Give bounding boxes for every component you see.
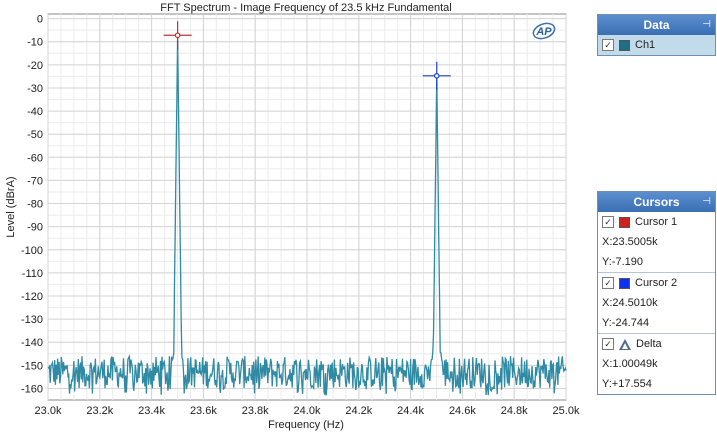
data-panel: Data ⊣ ✓ Ch1 [597,14,716,56]
pin-icon[interactable]: ⊣ [702,19,711,30]
cursor1-row[interactable]: ✓ Cursor 1 [598,212,715,232]
delta-row[interactable]: ✓ Delta [598,334,715,354]
x-tick-label: 23.8k [242,405,269,417]
x-tick-label: 24.8k [501,405,528,417]
chart-title: FFT Spectrum - Image Frequency of 23.5 k… [160,2,451,14]
x-tick-label: 23.0k [35,405,62,417]
x-axis-label: Frequency (Hz) [268,419,344,431]
cursor1-group: ✓ Cursor 1 X:23.5005k Y:-7.190 [598,212,715,273]
y-axis-label: Level (dBrA) [5,176,17,237]
y-tick-label: -120 [21,291,43,303]
y-tick-label: -110 [22,268,43,280]
cursors-panel: Cursors ⊣ ✓ Cursor 1 X:23.5005k Y:-7.190… [597,191,716,395]
delta-group: ✓ Delta X:1.00049k Y:+17.554 [598,334,715,394]
y-tick-label: -40 [27,106,43,118]
y-tick-label: -60 [27,152,43,164]
cursor2-x-value: X:24.5010k [602,297,658,309]
cursor1-y-value: Y:-7.190 [602,256,643,268]
y-tick-label: -30 [27,83,43,95]
delta-icon [619,338,631,350]
cursor-markers[interactable] [163,21,451,90]
x-axis-ticks: 23.0k 23.2k 23.4k 23.6k 23.8k 24.0k 24.2k 24.4k… [35,405,580,417]
x-tick-label: 24.6k [449,405,476,417]
y-tick-label: 0 [37,14,43,26]
delta-y-value: Y:+17.554 [602,378,652,390]
y-tick-label: -100 [21,245,43,257]
y-tick-label: -80 [27,199,43,211]
cursor-marker-1[interactable] [163,21,192,50]
delta-label: Delta [636,338,662,350]
y-tick-label: -90 [27,222,43,234]
x-tick-label: 23.2k [86,405,113,417]
cursor1-color-swatch [619,216,630,228]
cursor-marker-2[interactable] [422,61,451,90]
fft-chart[interactable]: FFT Spectrum - Image Frequency of 23.5 k… [0,0,590,433]
y-tick-label: -140 [21,337,43,349]
cursor2-y-value: Y:-24.744 [602,317,650,329]
y-tick-label: -20 [27,60,43,72]
y-tick-label: -50 [27,129,43,141]
x-tick-label: 23.6k [190,405,217,417]
cursor2-label: Cursor 2 [635,277,678,289]
x-tick-label: 24.4k [397,405,424,417]
cursor2-color-swatch [619,277,630,289]
delta-checkbox[interactable]: ✓ [602,338,614,350]
cursor2-group: ✓ Cursor 2 X:24.5010k Y:-24.744 [598,273,715,334]
cursors-panel-title: Cursors [633,195,680,209]
x-tick-label: 23.4k [138,405,165,417]
ch1-checkbox[interactable]: ✓ [602,39,614,51]
y-tick-label: -10 [27,37,43,49]
x-tick-label: 25.0k [553,405,580,417]
y-tick-label: -150 [21,360,43,372]
series-line-ch1 [47,35,567,396]
ch1-color-swatch [619,39,630,51]
x-tick-label: 24.0k [294,405,321,417]
cursor2-row[interactable]: ✓ Cursor 2 [598,273,715,293]
y-tick-label: -70 [27,175,43,187]
delta-x-value: X:1.00049k [602,358,658,370]
y-tick-label: -160 [21,383,43,395]
cursor2-checkbox[interactable]: ✓ [602,277,614,289]
ap-logo: AP [532,22,556,40]
data-item-ch1[interactable]: ✓ Ch1 [598,35,715,55]
x-tick-label: 24.2k [345,405,372,417]
ap-logo-text: AP [535,26,552,38]
grid-lines [47,14,567,400]
pin-icon[interactable]: ⊣ [702,196,711,207]
cursor1-checkbox[interactable]: ✓ [602,216,614,228]
cursor1-x-value: X:23.5005k [602,236,658,248]
ch1-label: Ch1 [635,39,656,51]
y-axis-ticks: 0 -10 -20 -30 -40 -50 -60 -70 -80 -90 -100 -110 -120… [21,14,43,396]
data-panel-title: Data [643,18,670,32]
cursors-panel-header: Cursors ⊣ [598,192,715,212]
y-tick-label: -130 [21,314,43,326]
cursor1-label: Cursor 1 [635,216,678,228]
data-panel-header: Data ⊣ [598,15,715,35]
